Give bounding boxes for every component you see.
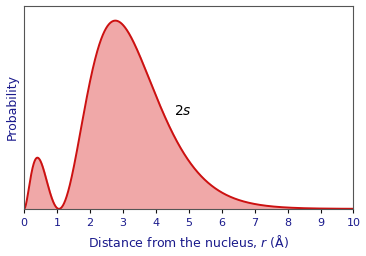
Text: $2s$: $2s$ (174, 104, 192, 118)
X-axis label: Distance from the nucleus, $r$ (Å): Distance from the nucleus, $r$ (Å) (88, 233, 289, 250)
Y-axis label: Probability: Probability (5, 74, 19, 140)
